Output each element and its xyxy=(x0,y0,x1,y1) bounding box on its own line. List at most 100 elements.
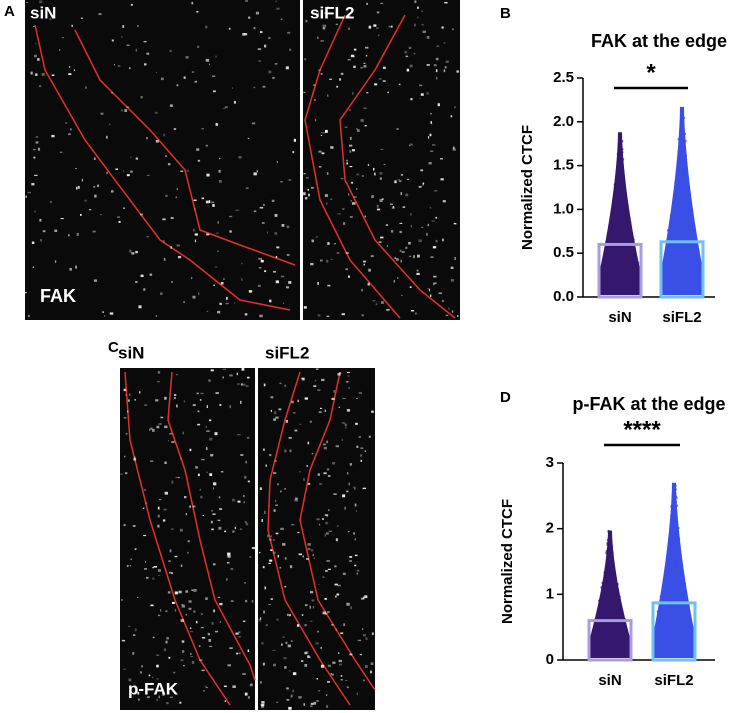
speck xyxy=(211,528,214,531)
speck xyxy=(244,313,248,316)
axis-title: Normalized CTCF xyxy=(499,499,516,624)
speck xyxy=(450,115,453,118)
speck xyxy=(331,397,335,401)
speck xyxy=(237,434,241,436)
speck xyxy=(337,525,339,527)
speck xyxy=(280,181,283,183)
swarm-point xyxy=(678,271,682,275)
swarm-point xyxy=(683,132,687,136)
speck xyxy=(169,433,173,435)
speck xyxy=(143,288,146,291)
speck xyxy=(259,314,263,318)
swarm-point xyxy=(679,205,683,208)
speck xyxy=(363,260,366,263)
speck xyxy=(205,200,209,204)
speck xyxy=(182,650,185,653)
speck xyxy=(275,416,279,419)
speck xyxy=(240,454,244,456)
speck xyxy=(217,310,221,314)
speck xyxy=(281,224,285,227)
speck xyxy=(382,80,386,82)
speck xyxy=(159,292,163,296)
speck xyxy=(350,136,352,140)
speck xyxy=(223,278,225,280)
speck xyxy=(206,430,210,432)
speck xyxy=(330,673,333,675)
speck xyxy=(392,206,395,208)
speck xyxy=(361,314,364,317)
speck xyxy=(311,599,315,602)
speck xyxy=(336,252,340,254)
speck xyxy=(429,207,432,209)
speck xyxy=(130,156,132,158)
speck xyxy=(256,170,258,173)
speck xyxy=(159,498,162,501)
speck xyxy=(454,257,456,260)
swarm-point xyxy=(664,286,668,289)
speck xyxy=(218,526,222,530)
image-label: siN xyxy=(30,3,56,22)
speck xyxy=(331,673,334,676)
speck xyxy=(205,58,210,62)
speck xyxy=(156,698,158,702)
speck xyxy=(94,194,97,198)
speck xyxy=(305,177,309,179)
swarm-point xyxy=(679,114,683,118)
speck xyxy=(38,85,42,88)
speck xyxy=(376,27,379,29)
speck xyxy=(427,223,430,227)
speck xyxy=(330,146,334,149)
swarm-point xyxy=(606,552,609,556)
speck xyxy=(285,641,288,645)
speck xyxy=(152,676,154,679)
speck xyxy=(125,433,128,435)
speck xyxy=(410,224,412,228)
speck xyxy=(142,507,145,509)
speck xyxy=(333,390,336,393)
speck xyxy=(427,287,429,290)
speck xyxy=(323,472,327,475)
swarm-point xyxy=(627,258,631,261)
speck xyxy=(156,678,159,680)
speck xyxy=(435,239,438,243)
speck xyxy=(364,215,366,218)
swarm-point xyxy=(681,167,685,171)
swarm-point xyxy=(670,509,674,513)
swarm-point xyxy=(680,123,684,127)
speck xyxy=(310,705,313,708)
speck xyxy=(347,59,351,61)
speck xyxy=(182,431,184,435)
speck xyxy=(400,192,402,196)
swarm-point xyxy=(601,581,605,585)
speck xyxy=(391,25,393,28)
speck xyxy=(426,92,429,95)
speck xyxy=(320,647,322,649)
panel-label: B xyxy=(500,5,511,22)
speck xyxy=(351,181,354,184)
speck xyxy=(140,671,142,674)
speck xyxy=(157,506,160,510)
y-tick-label: 3 xyxy=(546,454,554,471)
speck xyxy=(345,268,348,271)
y-tick-label: 2.5 xyxy=(553,69,574,86)
edge-line xyxy=(167,371,256,681)
speck xyxy=(417,16,419,19)
speck xyxy=(435,216,438,219)
chart-title: FAK at the edge xyxy=(591,31,727,51)
speck xyxy=(327,475,331,477)
speck xyxy=(275,280,279,284)
speck xyxy=(379,172,383,175)
panel-label: D xyxy=(500,389,511,406)
speck xyxy=(317,473,321,476)
speck xyxy=(284,384,287,388)
speck xyxy=(166,702,169,705)
swarm-point xyxy=(672,641,675,645)
speck xyxy=(147,696,150,699)
speck xyxy=(121,599,123,601)
speck xyxy=(372,167,375,171)
speck xyxy=(438,292,442,295)
speck xyxy=(348,193,350,196)
speck xyxy=(203,690,205,692)
speck xyxy=(197,159,201,162)
speck xyxy=(353,48,357,51)
